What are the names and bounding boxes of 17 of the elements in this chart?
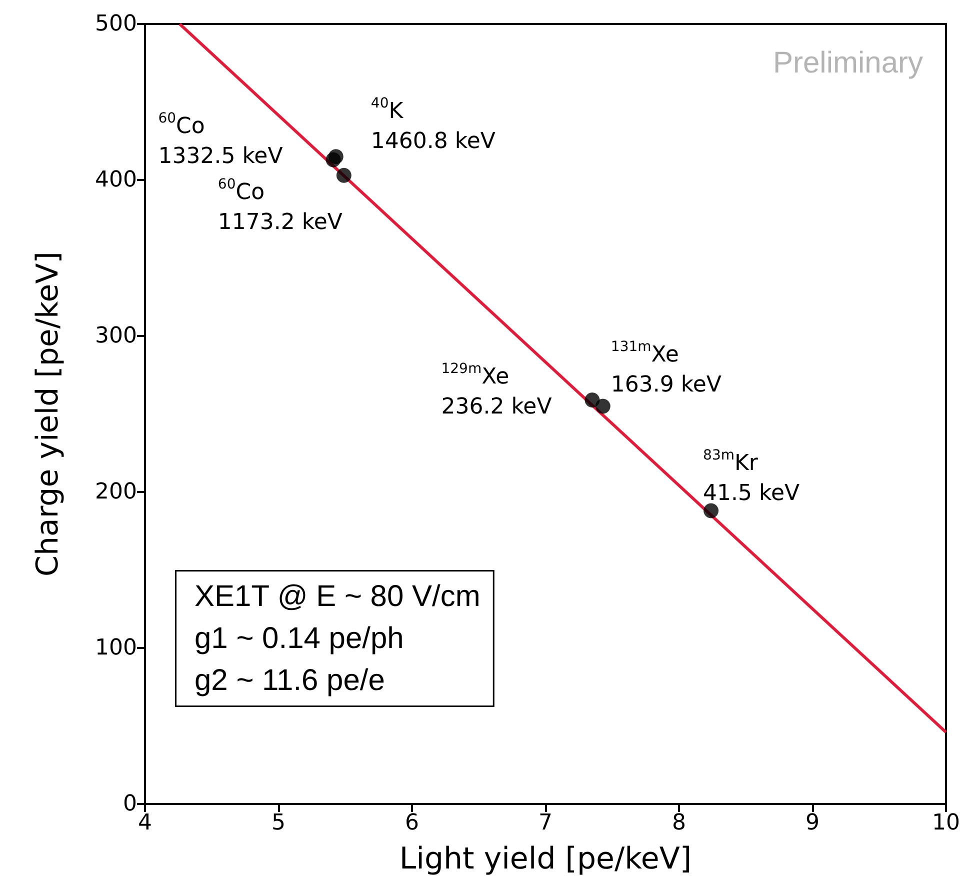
x-tick-label: 4 [138, 810, 152, 836]
x-axis-title: Light yield [pe/keV] [399, 842, 692, 876]
annotation: Preliminary [772, 46, 923, 80]
x-tick-label: 9 [806, 810, 820, 836]
y-tick-label: 200 [95, 480, 137, 504]
y-tick-label: 100 [95, 636, 137, 660]
x-tick-label: 5 [272, 810, 286, 836]
y-tick-label: 300 [95, 324, 137, 348]
x-tick-label: 7 [538, 810, 552, 836]
x-tick-label: 8 [672, 810, 686, 836]
y-tick-label: 400 [95, 168, 137, 192]
y-tick-label: 500 [95, 12, 137, 36]
y-tick-label: 0 [123, 792, 137, 816]
x-tick-label: 6 [405, 810, 419, 836]
x-tick-label: 10 [932, 810, 960, 836]
y-axis-title: Charge yield [pe/keV] [30, 252, 66, 576]
annotation: XE1T @ E ~ 80 V/cm g1 ~ 0.14 pe/ph g2 ~ 11.6 pe/e [194, 580, 480, 697]
